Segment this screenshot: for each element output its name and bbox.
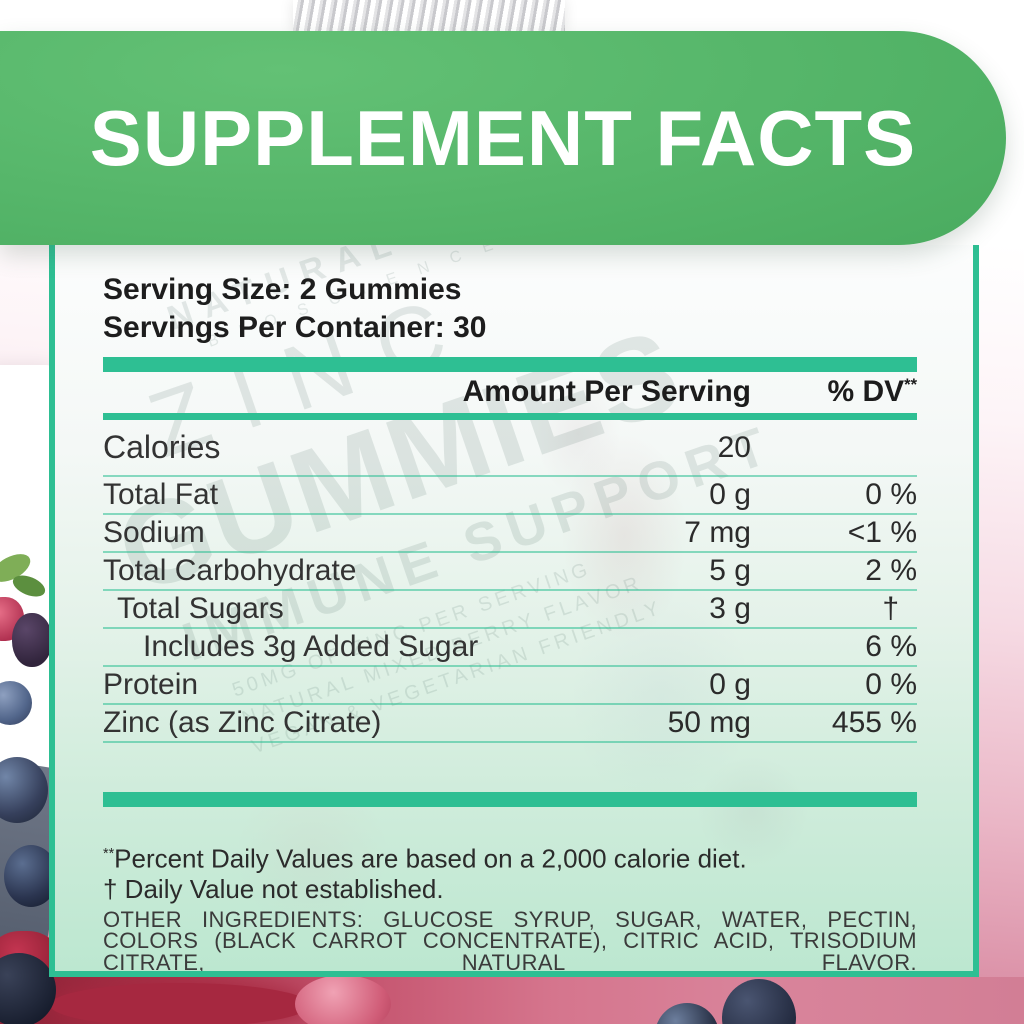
table-row: Calories 20 — [103, 420, 917, 477]
percent-dv-label: % DV — [827, 375, 905, 408]
dv-value: <1 % — [847, 516, 917, 549]
nutrient-name: Total Fat — [103, 478, 219, 511]
nutrient-name: Total Sugars — [117, 592, 284, 625]
footnotes: **Percent Daily Values are based on a 2,… — [103, 839, 917, 904]
serving-block: Serving Size: 2 Gummies Servings Per Con… — [103, 271, 917, 347]
table-row: Zinc (as Zinc Citrate) 50 mg 455 % — [103, 705, 917, 743]
amount-value: 0 g — [709, 478, 751, 511]
facts-content: Serving Size: 2 Gummies Servings Per Con… — [55, 245, 973, 971]
dv-footnote: **Percent Daily Values are based on a 2,… — [103, 839, 917, 874]
amount-per-serving-header: Amount Per Serving — [462, 375, 751, 408]
other-ingredients-text: GLUCOSE SYRUP, SUGAR, WATER, PECTIN, COL… — [103, 906, 917, 975]
nutrient-name: Total Carbohydrate — [103, 554, 357, 587]
serving-size-line: Serving Size: 2 Gummies — [103, 273, 462, 306]
divider-bar-thin — [103, 413, 917, 420]
percent-dv-header: % DV** — [827, 375, 917, 409]
blackberry-image — [12, 613, 49, 667]
dv-footnote-text: Percent Daily Values are based on a 2,00… — [114, 843, 747, 874]
dagger-footnote: † Daily Value not established. — [103, 873, 444, 904]
table-row: Total Carbohydrate 5 g 2 % — [103, 553, 917, 591]
amount-value: 50 mg — [667, 706, 751, 739]
blueberry-image — [655, 1003, 719, 1024]
divider-bar-bottom — [103, 792, 917, 807]
bottle-cap-image — [293, 0, 565, 33]
other-ingredients-label: OTHER INGREDIENTS: — [103, 906, 364, 932]
table-row: Total Sugars 3 g † — [103, 591, 917, 629]
servings-per-container-line: Servings Per Container: 30 — [103, 311, 487, 344]
nutrient-name: Sodium — [103, 516, 205, 549]
facts-rows: Calories 20 Total Fat 0 g 0 % Sodium 7 m… — [103, 420, 917, 743]
dv-value: 455 % — [831, 706, 917, 739]
amount-value: 5 g — [709, 554, 751, 587]
nutrient-name: Zinc (as Zinc Citrate) — [103, 706, 382, 739]
blueberry-image — [4, 845, 49, 907]
amount-value: 3 g — [709, 592, 751, 625]
blueberry-image — [0, 953, 56, 1024]
table-row: Sodium 7 mg <1 % — [103, 515, 917, 553]
column-header-row: Amount Per Serving % DV** — [103, 372, 917, 413]
dv-value: 0 % — [865, 668, 917, 701]
banner: SUPPLEMENT FACTS — [0, 31, 1006, 245]
table-row: Total Fat 0 g 0 % — [103, 477, 917, 515]
dv-footnote-marker: ** — [103, 846, 115, 862]
table-row: Protein 0 g 0 % — [103, 667, 917, 705]
left-background-strip — [0, 245, 49, 977]
blueberry-image — [0, 757, 48, 823]
percent-dv-asterisks: ** — [904, 376, 917, 394]
dv-value: 0 % — [865, 478, 917, 511]
amount-value: 0 g — [709, 668, 751, 701]
other-ingredients: OTHER INGREDIENTS: GLUCOSE SYRUP, SUGAR,… — [103, 906, 917, 975]
nutrient-name: Protein — [103, 668, 199, 701]
bottom-background-strip — [0, 953, 1024, 1024]
facts-panel: NATURAL B I O S C I E N C E ZINC GUMMIES… — [49, 245, 979, 977]
page-title: SUPPLEMENT FACTS — [89, 93, 917, 182]
amount-value: 20 — [717, 430, 751, 464]
blueberry-image — [722, 979, 796, 1024]
amount-value: 7 mg — [684, 516, 751, 549]
nutrient-name: Calories — [103, 429, 221, 465]
red-splash-image — [50, 983, 310, 1024]
divider-bar-top — [103, 357, 917, 372]
dv-value: † — [882, 592, 899, 625]
raspberry-image — [295, 975, 391, 1024]
nutrient-name: Includes 3g Added Sugar — [143, 630, 479, 663]
dv-value: 6 % — [865, 630, 917, 663]
dv-value: 2 % — [865, 554, 917, 587]
table-row: Includes 3g Added Sugar 6 % — [103, 629, 917, 667]
